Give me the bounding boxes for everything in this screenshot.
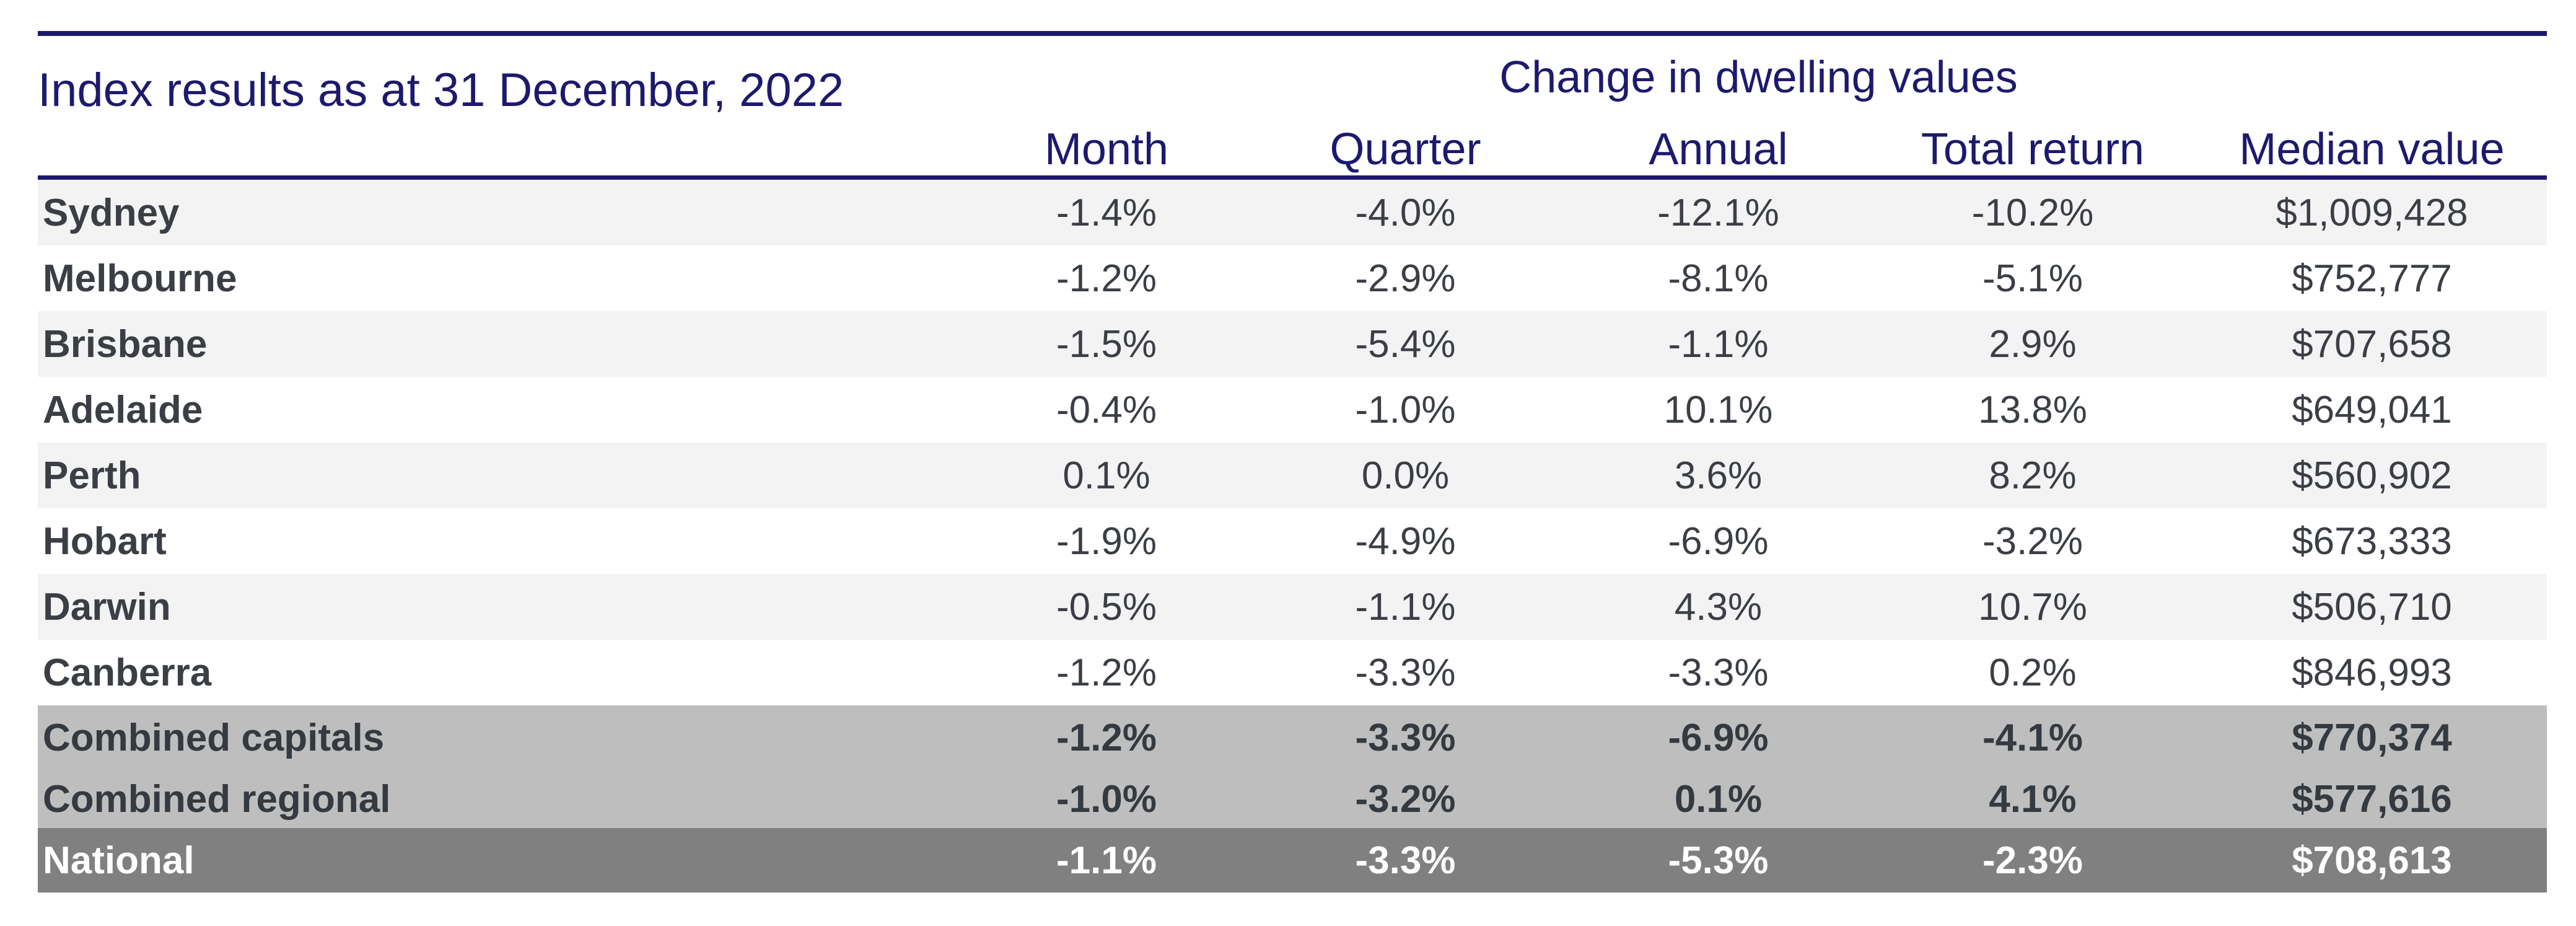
annual-change: -12.1% [1568, 180, 1868, 245]
median-value: $560,902 [2197, 443, 2547, 508]
median-value: $752,777 [2292, 257, 2452, 300]
quarter-change: -1.0% [1355, 388, 1456, 431]
total-return: -2.3% [1868, 828, 2197, 893]
annual-change: -6.9% [1668, 519, 1769, 563]
month-change: -1.4% [970, 180, 1243, 245]
table-row: Hobart -1.9% -4.9% -6.9% -3.2% $673,333 [38, 508, 2547, 574]
table-row: Sydney -1.4% -4.0% -12.1% -10.2% $1,009,… [38, 180, 2547, 245]
month-change: -1.2% [1056, 257, 1157, 300]
annual-change: 10.1% [1663, 388, 1773, 431]
region-name: Melbourne [43, 257, 237, 300]
total-return: 4.1% [1868, 770, 2197, 828]
month-change: -1.5% [970, 311, 1243, 377]
quarter-change: -3.3% [1243, 705, 1568, 770]
total-return: 10.7% [1868, 574, 2197, 640]
combined-regional-row: Combined regional -1.0% -3.2% 0.1% 4.1% … [38, 770, 2547, 828]
table-row: Darwin -0.5% -1.1% 4.3% 10.7% $506,710 [38, 574, 2547, 640]
median-value: $673,333 [2292, 519, 2452, 563]
region-name: Perth [38, 443, 970, 508]
header-rule [38, 175, 2547, 180]
region-name: National [38, 828, 970, 893]
total-return: 8.2% [1868, 443, 2197, 508]
table-row: Perth 0.1% 0.0% 3.6% 8.2% $560,902 [38, 443, 2547, 508]
median-value: $846,993 [2292, 651, 2452, 694]
month-change: -0.4% [1056, 388, 1157, 431]
quarter-change: -1.1% [1243, 574, 1568, 640]
column-header-month: Month [1044, 125, 1169, 174]
total-return: -4.1% [1868, 705, 2197, 770]
quarter-change: -4.9% [1355, 519, 1456, 563]
region-name: Combined capitals [38, 705, 970, 770]
column-header-total-return: Total return [1921, 125, 2145, 174]
month-change: -1.9% [1056, 519, 1157, 563]
quarter-change: -3.3% [1355, 651, 1456, 694]
total-return: -5.1% [1982, 257, 2083, 300]
total-return: 2.9% [1868, 311, 2197, 377]
region-name: Darwin [38, 574, 970, 640]
total-return: -10.2% [1868, 180, 2197, 245]
region-name: Hobart [43, 519, 167, 563]
month-change: 0.1% [970, 443, 1243, 508]
total-return: -3.2% [1982, 519, 2083, 563]
results-table: Sydney -1.4% -4.0% -12.1% -10.2% $1,009,… [38, 180, 2547, 893]
quarter-change: -4.0% [1243, 180, 1568, 245]
month-change: -1.2% [1056, 651, 1157, 694]
region-name: Sydney [38, 180, 970, 245]
median-value: $707,658 [2197, 311, 2547, 377]
median-value: $649,041 [2292, 388, 2452, 431]
annual-change: -8.1% [1668, 257, 1769, 300]
table-row: Adelaide -0.4% -1.0% 10.1% 13.8% $649,04… [38, 377, 2547, 443]
quarter-change: -3.3% [1243, 828, 1568, 893]
combined-capitals-row: Combined capitals -1.2% -3.3% -6.9% -4.1… [38, 705, 2547, 770]
median-value: $708,613 [2197, 828, 2547, 893]
median-value: $577,616 [2197, 770, 2547, 828]
index-results-panel: Index results as at 31 December, 2022 Ch… [38, 31, 2547, 893]
median-value: $1,009,428 [2197, 180, 2547, 245]
month-change: -1.1% [970, 828, 1243, 893]
region-name: Adelaide [43, 388, 203, 431]
top-rule [38, 31, 2547, 36]
annual-change: -1.1% [1568, 311, 1868, 377]
column-header-quarter: Quarter [1330, 125, 1481, 174]
table-row: Melbourne -1.2% -2.9% -8.1% -5.1% $752,7… [38, 245, 2547, 311]
annual-change: -3.3% [1668, 651, 1769, 694]
month-change: -0.5% [970, 574, 1243, 640]
quarter-change: -5.4% [1243, 311, 1568, 377]
quarter-change: -2.9% [1355, 257, 1456, 300]
annual-change: -6.9% [1568, 705, 1868, 770]
total-return: 0.2% [1989, 651, 2077, 694]
group-header: Change in dwelling values [1499, 53, 2018, 102]
page-title: Index results as at 31 December, 2022 [38, 64, 844, 117]
table-header: Index results as at 31 December, 2022 Ch… [38, 36, 2547, 180]
table-row: Brisbane -1.5% -5.4% -1.1% 2.9% $707,658 [38, 311, 2547, 377]
annual-change: 4.3% [1568, 574, 1868, 640]
quarter-change: -3.2% [1243, 770, 1568, 828]
annual-change: 0.1% [1568, 770, 1868, 828]
month-change: -1.0% [970, 770, 1243, 828]
annual-change: -5.3% [1568, 828, 1868, 893]
region-name: Canberra [43, 651, 212, 694]
table-row: Canberra -1.2% -3.3% -3.3% 0.2% $846,993 [38, 640, 2547, 705]
annual-change: 3.6% [1568, 443, 1868, 508]
total-return: 13.8% [1978, 388, 2087, 431]
median-value: $770,374 [2197, 705, 2547, 770]
region-name: Combined regional [38, 770, 970, 828]
national-row: National -1.1% -3.3% -5.3% -2.3% $708,61… [38, 828, 2547, 893]
quarter-change: 0.0% [1243, 443, 1568, 508]
column-header-annual: Annual [1649, 125, 1788, 174]
column-header-median-value: Median value [2239, 125, 2505, 174]
region-name: Brisbane [38, 311, 970, 377]
month-change: -1.2% [970, 705, 1243, 770]
median-value: $506,710 [2197, 574, 2547, 640]
